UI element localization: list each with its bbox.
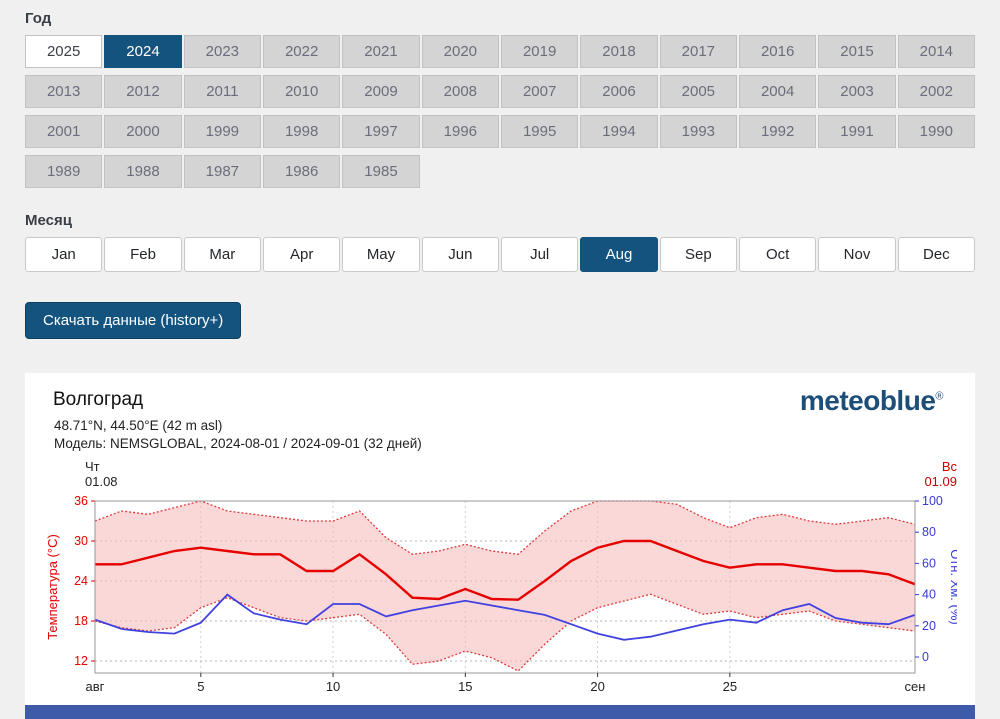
year-button-2002[interactable]: 2002 [897,75,975,108]
year-button-1993[interactable]: 1993 [659,115,737,148]
left-axis-title: Температура (°C) [45,534,60,640]
month-grid: Jan Feb Mar Apr May Jun Jul Aug Sep Oct Nov Dec [25,237,975,272]
year-button-2009[interactable]: 2009 [342,75,420,108]
year-button-1988[interactable]: 1988 [104,155,182,188]
year-button-2007[interactable]: 2007 [501,75,579,108]
year-button-2012[interactable]: 2012 [104,75,182,108]
start-date-label: 01.08 [85,474,118,489]
year-button-2000[interactable]: 2000 [104,115,182,148]
x-axis-tick-label: 15 [458,679,472,694]
x-axis-tick-label: 10 [326,679,340,694]
year-button-2003[interactable]: 2003 [818,75,896,108]
x-axis-month-start-label: авг [86,679,105,694]
year-button-1986[interactable]: 1986 [263,155,341,188]
right-axis-tick-label: 60 [922,556,936,570]
start-weekday-label: Чт [85,459,100,474]
year-button-2005[interactable]: 2005 [659,75,737,108]
year-button-1997[interactable]: 1997 [342,115,420,148]
meteoblue-logo: meteoblue® [799,385,944,417]
year-button-2019[interactable]: 2019 [501,35,579,68]
right-axis-tick-label: 0 [922,650,929,664]
year-button-2023[interactable]: 2023 [183,35,261,68]
x-axis-month-end-label: сен [905,679,926,694]
year-button-2001[interactable]: 2001 [25,115,103,148]
end-weekday-label: Вс [942,459,957,474]
month-button-apr[interactable]: Apr [263,237,341,272]
year-button-2018[interactable]: 2018 [580,35,658,68]
month-button-mar[interactable]: Mar [183,237,261,272]
month-button-feb[interactable]: Feb [104,237,182,272]
year-button-1991[interactable]: 1991 [818,115,896,148]
temperature-range-band [95,501,915,671]
year-button-1990[interactable]: 1990 [897,115,975,148]
month-button-nov[interactable]: Nov [818,237,896,272]
year-button-2004[interactable]: 2004 [739,75,817,108]
year-button-2010[interactable]: 2010 [263,75,341,108]
year-button-2025[interactable]: 2025 [25,35,103,68]
month-button-jan[interactable]: Jan [25,237,103,272]
year-button-2014[interactable]: 2014 [897,35,975,68]
month-button-dec[interactable]: Dec [897,237,975,272]
year-section-label: Год [25,10,52,27]
year-button-1994[interactable]: 1994 [580,115,658,148]
year-button-1987[interactable]: 1987 [183,155,261,188]
x-axis-tick-label: 25 [723,679,737,694]
left-axis-tick-label: 24 [74,574,88,588]
month-button-oct[interactable]: Oct [739,237,817,272]
left-axis-tick-label: 12 [74,654,88,668]
left-axis-tick-label: 30 [74,534,88,548]
registered-mark: ® [935,390,943,403]
year-button-2008[interactable]: 2008 [421,75,499,108]
year-button-1985[interactable]: 1985 [342,155,420,188]
year-button-1998[interactable]: 1998 [263,115,341,148]
chart-title: Волгоград [53,389,144,410]
year-button-2020[interactable]: 2020 [421,35,499,68]
year-button-2006[interactable]: 2006 [580,75,658,108]
chart-model-info: Модель: NEMSGLOBAL, 2024-08-01 / 2024-09… [54,436,422,451]
year-button-1995[interactable]: 1995 [501,115,579,148]
year-button-2011[interactable]: 2011 [183,75,261,108]
temperature-min-line [94,593,916,672]
year-button-2022[interactable]: 2022 [263,35,341,68]
year-button-1992[interactable]: 1992 [739,115,817,148]
year-button-1999[interactable]: 1999 [183,115,261,148]
year-button-2013[interactable]: 2013 [25,75,103,108]
download-data-button[interactable]: Скачать данные (history+) [25,302,242,339]
temperature-mean-line [95,539,916,601]
month-button-sep[interactable]: Sep [659,237,737,272]
year-grid: 2025 2024 2023 2022 2021 2020 2019 2018 2017 2016… [25,35,975,188]
month-section-label: Месяц [25,212,72,229]
year-button-1996[interactable]: 1996 [421,115,499,148]
year-button-2016[interactable]: 2016 [739,35,817,68]
year-button-1989[interactable]: 1989 [25,155,103,188]
month-button-jul[interactable]: Jul [501,237,579,272]
meteoblue-logo-text: meteoblue [799,385,936,416]
right-axis-tick-label: 100 [922,494,943,508]
month-button-jun[interactable]: Jun [421,237,499,272]
x-axis-tick-label: 5 [197,679,204,694]
temperature-max-line [94,500,916,555]
year-button-2024[interactable]: 2024 [104,35,182,68]
month-button-may[interactable]: May [342,237,420,272]
right-axis-tick-label: 40 [922,588,936,602]
chart-coordinates: 48.71°N, 44.50°E (42 m asl) [54,418,223,433]
plot-border [94,500,916,674]
right-axis-tick-label: 80 [922,525,936,539]
month-button-aug[interactable]: Aug [580,237,658,272]
end-date-label: 01.09 [924,474,957,489]
x-axis-tick-label: 20 [590,679,604,694]
year-button-2015[interactable]: 2015 [818,35,896,68]
right-axis-tick-label: 20 [922,619,936,633]
left-axis-tick-label: 18 [74,614,88,628]
right-axis-title: Отн. Хм. (%) [948,549,957,625]
left-axis-tick-label: 36 [74,494,88,508]
relative-humidity-line [94,593,916,641]
year-button-2021[interactable]: 2021 [342,35,420,68]
year-button-2017[interactable]: 2017 [659,35,737,68]
weather-chart-card: Волгоград 48.71°N, 44.50°E (42 m asl) Мо… [25,373,975,719]
precipitation-bar [25,705,975,719]
